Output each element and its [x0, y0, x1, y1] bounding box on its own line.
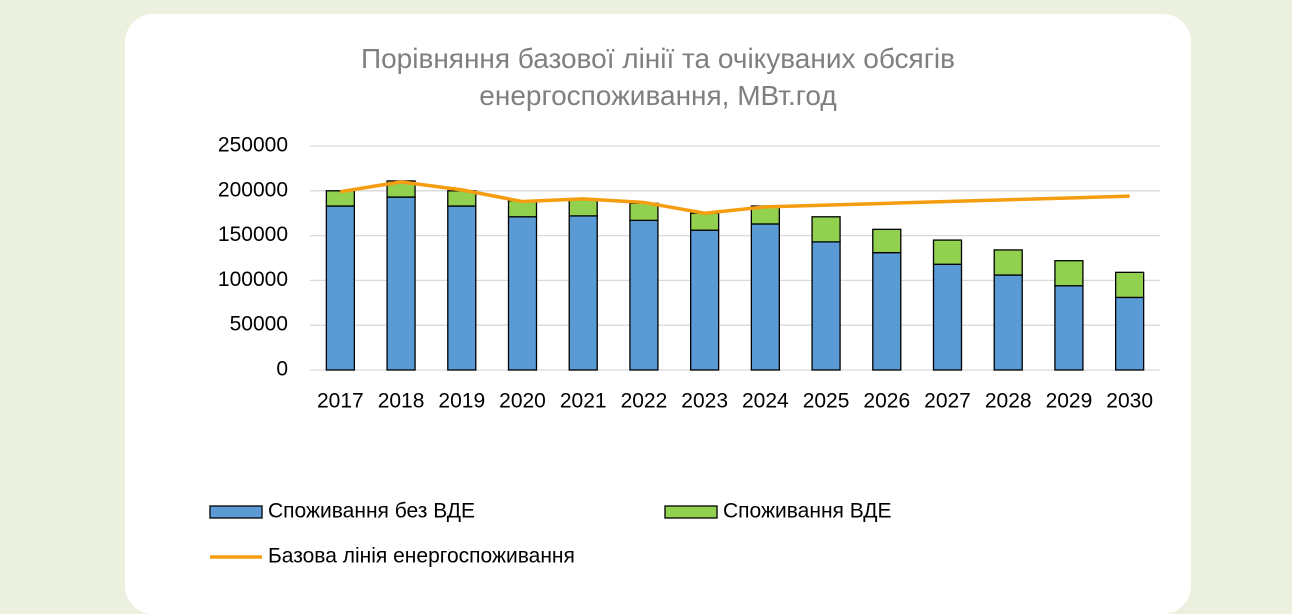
legend-label: Базова лінія енергоспоживання [268, 545, 575, 568]
bar [993, 249, 1023, 276]
x-tick-label: 2023 [681, 390, 728, 413]
y-tick-label: 250000 [218, 134, 288, 157]
x-tick-label: 2026 [863, 390, 910, 413]
bar [1054, 260, 1084, 287]
bar [568, 215, 598, 371]
bar [325, 190, 356, 207]
bar [447, 205, 477, 371]
bar [872, 228, 902, 254]
x-tick-label: 2028 [985, 390, 1032, 413]
x-tick-label: 2029 [1046, 390, 1093, 413]
bar [386, 196, 416, 371]
bar [1114, 271, 1145, 299]
x-tick-label: 2017 [317, 390, 364, 413]
x-tick-label: 2025 [803, 390, 850, 413]
x-tick-label: 2027 [924, 390, 971, 413]
x-tick-label: 2030 [1106, 390, 1153, 413]
chart: 0 50000 100000 150000 200000 250000 2017 2018 20… [209, 134, 1160, 568]
bar [1114, 296, 1145, 371]
bar [750, 223, 781, 371]
legend-swatch [664, 505, 718, 519]
bar [932, 263, 963, 371]
x-tick-label: 2020 [499, 390, 546, 413]
x-tick-label: 2021 [560, 390, 607, 413]
bar [811, 241, 841, 371]
x-tick-label: 2019 [438, 390, 485, 413]
bar [629, 219, 659, 371]
y-tick-label: 200000 [218, 178, 288, 201]
bar [689, 212, 720, 231]
legend-label: Споживання без ВДЕ [268, 500, 475, 523]
bar [568, 198, 598, 217]
bar [325, 205, 356, 371]
bar [932, 239, 963, 265]
x-tick-label: 2024 [742, 390, 789, 413]
y-tick-label: 100000 [218, 268, 288, 291]
y-tick-label: 0 [276, 358, 288, 381]
bar [507, 216, 538, 371]
line [340, 180, 1130, 215]
bar [689, 229, 720, 371]
bar [811, 216, 841, 243]
bar [993, 274, 1023, 371]
legend-label: Споживання ВДЕ [723, 500, 892, 523]
x-tick-label: 2022 [621, 390, 668, 413]
y-tick-label: 50000 [230, 313, 288, 336]
x-tick-label: 2018 [378, 390, 425, 413]
y-tick-label: 150000 [218, 223, 288, 246]
chart-title: Порівняння базової лінії та очікуваних о… [360, 43, 956, 111]
bar [1054, 285, 1084, 371]
bar [872, 251, 902, 371]
legend-swatch [209, 505, 263, 519]
